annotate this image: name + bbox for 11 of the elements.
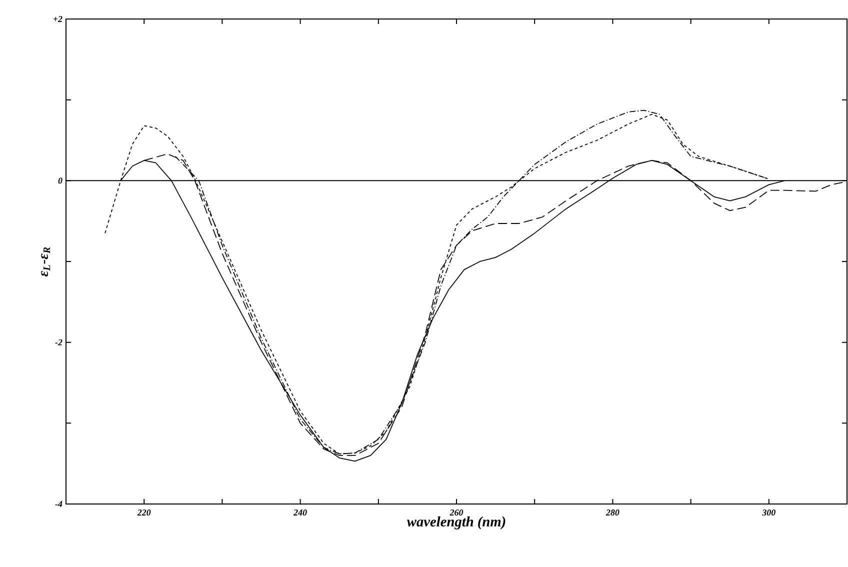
y-tick-label: 0 [58,178,62,184]
x-axis-title: wavelength (nm) [406,516,506,530]
y-tick-label: +2 [53,16,62,22]
x-tick-label: 300 [762,510,776,516]
x-tick-label: 260 [450,510,464,516]
x-tick-label: 220 [137,510,151,516]
x-tick-label: 240 [293,510,307,516]
y-axis-title: ε$_{L}$-ε$_{R}$ [41,247,50,276]
x-tick-label: 280 [606,510,620,516]
y-tick-label: -2 [55,339,62,346]
y-tick-label: -4 [55,501,62,507]
